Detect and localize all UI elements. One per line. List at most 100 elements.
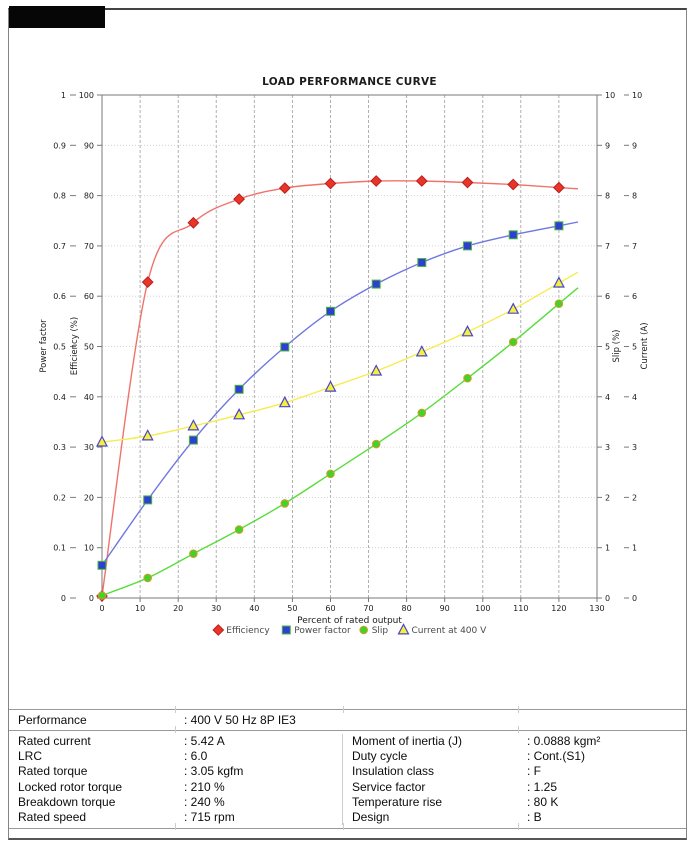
spec-value: : 210 % (184, 779, 225, 794)
spec-label: Rated current (18, 734, 91, 748)
spec-value: : F (527, 764, 541, 779)
table-divider-tick (518, 706, 519, 713)
spec-value: : B (527, 810, 542, 825)
y-tick-label: 70 (84, 242, 94, 251)
y-tick-label: 100 (79, 91, 94, 100)
y-tick-label: 7 (605, 242, 610, 251)
y-tick-label: 5 (632, 343, 637, 352)
spec-label: Rated speed (18, 810, 87, 825)
table-divider-tick (175, 823, 176, 830)
x-tick-label: 10 (135, 604, 145, 613)
x-tick-label: 20 (173, 604, 183, 613)
series-line (101, 221, 579, 566)
y-tick-label: 0.7 (53, 242, 66, 251)
spec-labels-right: Moment of inertia (J) Duty cycle Insulat… (342, 734, 518, 826)
y-tick-label: 7 (632, 242, 637, 251)
spec-label: Rated torque (18, 764, 88, 779)
legend-label: Current at 400 V (412, 626, 488, 636)
y-tick-label: 0.8 (53, 192, 66, 201)
x-tick-label: 90 (440, 604, 450, 613)
y-tick-label: 0 (89, 594, 94, 603)
y-tick-label: 60 (84, 292, 94, 301)
spec-label: Breakdown torque (18, 794, 116, 809)
spec-value: : 5.42 A (184, 734, 225, 748)
table-divider-tick (343, 706, 344, 713)
y-tick-label: 4 (605, 393, 610, 402)
spec-value: : 715 rpm (184, 810, 235, 825)
series-line (101, 287, 579, 597)
y-axis-title: Slip (%) (612, 330, 622, 363)
y-tick-label: 0.1 (53, 544, 66, 553)
y-tick-label: 0.4 (53, 393, 66, 402)
x-tick-label: 60 (325, 604, 335, 613)
spec-value: : 240 % (184, 794, 225, 809)
table-divider-tick (518, 726, 519, 733)
y-tick-label: 4 (632, 393, 637, 402)
spec-value: : 6.0 (184, 749, 208, 764)
spec-label: Design (352, 810, 390, 825)
y-tick-label: 80 (84, 192, 94, 201)
y-tick-label: 90 (84, 141, 94, 150)
y-tick-label: 9 (605, 141, 610, 150)
spec-label: Duty cycle (352, 749, 408, 764)
spec-grid: Rated current LRC Rated torque Locked ro… (9, 731, 686, 830)
x-tick-label: 120 (551, 604, 566, 613)
chart-title: LOAD PERFORMANCE CURVE (262, 76, 437, 88)
y-axis-title: Efficiency (%) (70, 317, 80, 375)
y-tick-label: 5 (605, 343, 610, 352)
y-tick-label: 8 (605, 192, 610, 201)
x-tick-label: 40 (249, 604, 259, 613)
y-tick-label: 20 (84, 493, 94, 502)
y-tick-label: 0 (61, 594, 66, 603)
table-divider-tick (518, 823, 519, 830)
y-tick-label: 10 (84, 544, 94, 553)
y-tick-label: 6 (605, 292, 610, 301)
load-performance-chart: 0 10 20 30 40 50 60 70 80 90 100 110 120 130 Percent o… (39, 76, 650, 636)
y-tick-label: 2 (605, 493, 610, 502)
table-divider-tick (175, 726, 176, 733)
y-axis-title: Current (A) (640, 322, 650, 369)
spec-value: : 3.05 kgfm (184, 764, 244, 779)
spec-table: Performance : 400 V 50 Hz 8P IE3 Rated c… (9, 706, 686, 830)
spec-values-left: : 5.42 A : 6.0 : 3.05 kgfm : 210 % : 240… (175, 734, 343, 825)
x-tick-label: 50 (287, 604, 297, 613)
spec-label: Service factor (352, 779, 426, 794)
y-tick-label: 40 (84, 393, 94, 402)
spec-value: : 80 K (527, 794, 559, 809)
y-tick-label: 50 (84, 343, 94, 352)
legend-label: Efficiency (226, 626, 270, 636)
series-line (101, 271, 579, 443)
table-divider-tick (175, 706, 176, 713)
legend-label: Slip (372, 626, 389, 636)
y-tick-label: 1 (61, 91, 66, 100)
x-tick-label: 0 (99, 604, 104, 613)
spec-label: LRC (18, 749, 43, 764)
y-tick-label: 0 (605, 594, 610, 603)
spec-label: Temperature rise (352, 794, 443, 809)
table-divider-tick (343, 823, 344, 830)
x-tick-label: 110 (513, 604, 528, 613)
y-tick-label: 1 (632, 544, 637, 553)
series-line (101, 180, 579, 597)
logo-placeholder (9, 6, 105, 28)
y-tick-label: 10 (632, 91, 642, 100)
spec-labels-left: Rated current LRC Rated torque Locked ro… (9, 734, 175, 825)
performance-value: : 400 V 50 Hz 8P IE3 (184, 713, 296, 727)
performance-label: Performance (18, 713, 87, 727)
y-axis-title: Power factor (39, 319, 49, 373)
spec-values-right: : 0.0888 kgm² : Cont.(S1) : F : 1.25 : 8… (518, 734, 686, 825)
y-tick-label: 3 (605, 443, 610, 452)
x-tick-label: 70 (363, 604, 373, 613)
y-tick-label: 0.3 (53, 443, 66, 452)
legend-label: Power factor (294, 626, 351, 636)
y-tick-label: 0.9 (53, 141, 66, 150)
page-border-frame (8, 8, 687, 840)
spec-label: Moment of inertia (J) (352, 734, 463, 748)
chart-legend: Efficiency Power factor Slip Current at 400… (212, 623, 488, 636)
y-tick-label: 9 (632, 141, 637, 150)
spec-value: : 0.0888 kgm² (527, 734, 601, 748)
y-tick-label: 0.2 (53, 493, 66, 502)
y-tick-label: 1 (605, 544, 610, 553)
y-tick-label: 3 (632, 443, 637, 452)
